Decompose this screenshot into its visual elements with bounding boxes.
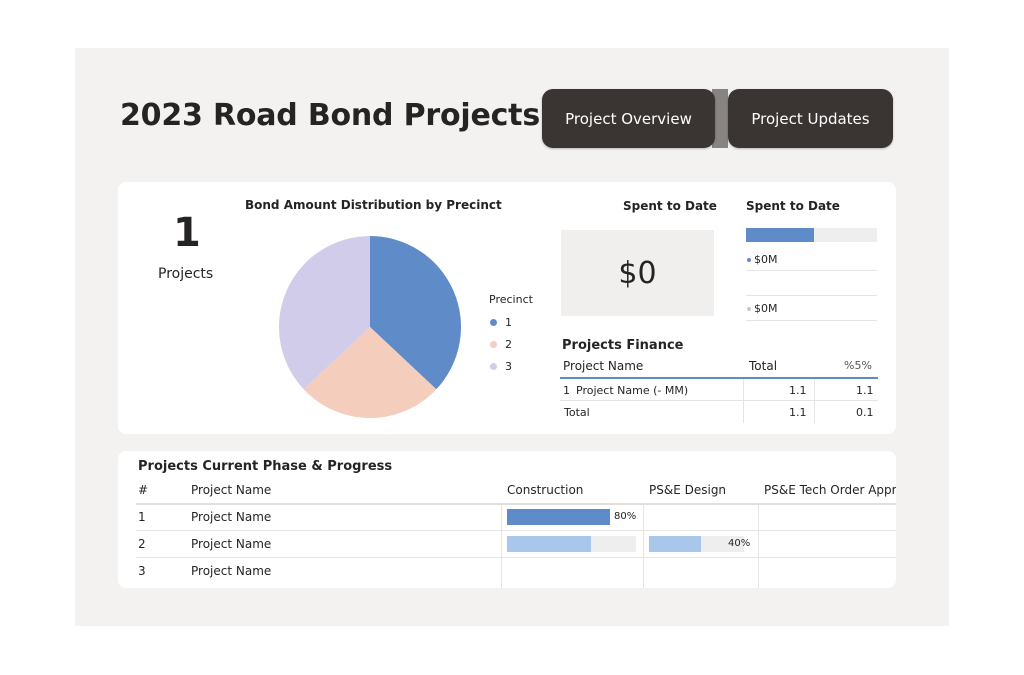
finance-title: Projects Finance [562,338,684,353]
pie-slice-precinct-2[interactable] [303,327,437,418]
progress-header-pse-tech[interactable]: PS&E Tech Order Appr [764,483,896,497]
spent-bar-fill[interactable] [746,228,815,242]
finance-col-divider-2 [814,379,815,423]
spent-card-title: Spent to Date [623,199,717,213]
progress-row-2-pse-design-bar[interactable] [649,536,701,552]
finance-row-name[interactable]: Project Name (- MM) [576,384,689,397]
legend-label-3: 3 [505,360,512,373]
progress-row-2-divider [136,557,896,558]
finance-row-index: 1 [563,384,570,397]
progress-col-divider-3 [758,505,759,588]
progress-row-1-divider [136,530,896,531]
progress-header-name[interactable]: Project Name [191,483,272,497]
pie-chart[interactable] [275,232,465,422]
spent-divider-3 [746,320,877,321]
spent-row-1-dot [747,257,751,262]
legend-swatch-3 [490,363,497,370]
pie-legend-title: Precinct [489,293,533,306]
progress-row-3-name[interactable]: Project Name [191,564,272,578]
finance-row-pct: 1.1 [856,384,874,397]
finance-total-pct: 0.1 [856,406,874,419]
progress-row-2-index: 2 [138,537,146,551]
finance-header-pct[interactable]: %5% [844,359,872,372]
progress-header-index[interactable]: # [138,483,149,497]
pie-chart-title: Bond Amount Distribution by Precinct [245,198,502,212]
progress-header-pse-design[interactable]: PS&E Design [649,483,727,497]
spent-divider-2 [746,295,877,296]
spent-divider-1 [746,270,877,271]
progress-row-2-pse-design-label: 40% [728,538,751,549]
finance-total-label: Total [564,406,590,419]
finance-header-divider [560,377,878,379]
spent-row-2-label: $0M [754,302,778,315]
progress-col-divider-1 [501,505,502,588]
progress-row-3-index: 3 [138,564,146,578]
progress-row-1-construction-label: 80% [614,511,637,522]
progress-row-1-construction-bar[interactable] [507,509,611,525]
spent-row-1: $0M [747,253,778,266]
spent-row-2: $0M [747,302,778,315]
finance-total-value: 1.1 [789,406,807,419]
nav-separator [712,89,728,148]
progress-row-2-construction-bar[interactable] [507,536,591,552]
finance-row-divider [560,400,878,401]
project-updates-button[interactable]: Project Updates [728,89,893,148]
progress-title: Projects Current Phase & Progress [138,459,393,474]
progress-row-1-index: 1 [138,510,146,524]
spent-bars-title: Spent to Date [746,199,840,213]
spent-row-2-dot [747,306,751,311]
project-overview-button[interactable]: Project Overview [542,89,715,148]
legend-item-3[interactable]: 3 [490,360,512,373]
legend-label-2: 2 [505,338,512,351]
progress-col-divider-2 [643,505,644,588]
report-canvas: 2023 Road Bond Projects Project Overview… [75,48,949,626]
legend-item-2[interactable]: 2 [490,338,512,351]
progress-panel: Projects Current Phase & Progress # Proj… [118,451,896,588]
page-title: 2023 Road Bond Projects [120,98,540,133]
finance-col-divider-1 [743,379,744,423]
progress-row-1-name[interactable]: Project Name [191,510,272,524]
legend-swatch-2 [490,341,497,348]
legend-item-1[interactable]: 1 [490,316,512,329]
legend-swatch-1 [490,319,497,326]
finance-header-name[interactable]: Project Name [563,359,644,373]
legend-label-1: 1 [505,316,512,329]
finance-header-total[interactable]: Total [749,359,778,373]
projects-count-label: Projects [158,266,214,282]
summary-panel: 1 Projects Bond Amount Distribution by P… [118,182,896,434]
progress-row-2-name[interactable]: Project Name [191,537,272,551]
pie-slice-precinct-3[interactable] [279,236,370,390]
projects-count: 1 [173,210,201,256]
finance-row-total: 1.1 [789,384,807,397]
pie-slice-precinct-1[interactable] [370,236,461,390]
spent-row-1-label: $0M [754,253,778,266]
progress-header-construction[interactable]: Construction [507,483,584,497]
progress-header-divider [136,503,896,505]
spent-card-value: $0 [561,230,714,316]
